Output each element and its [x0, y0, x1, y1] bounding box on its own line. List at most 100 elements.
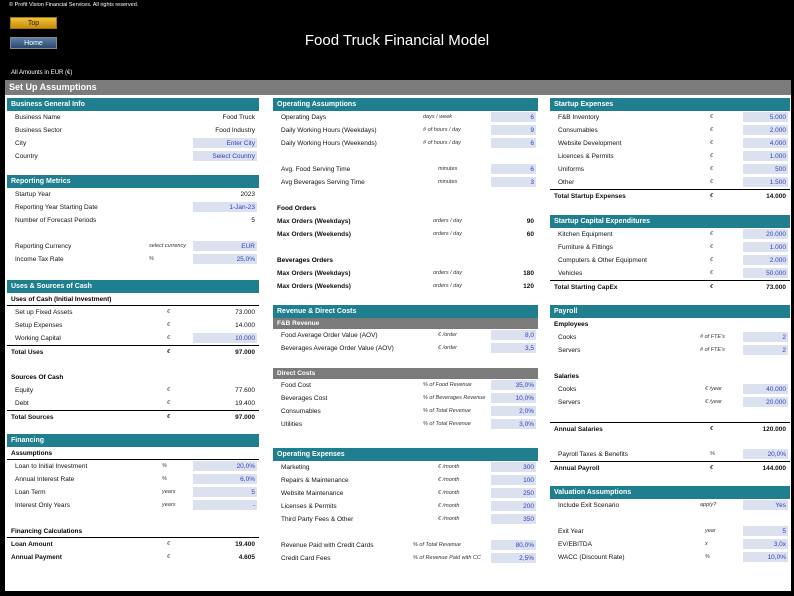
input-website-development[interactable]: 4.000: [743, 138, 788, 149]
unit-beverages-average-order-value-aov: € /order: [438, 345, 457, 351]
row-other: Other €1.500: [550, 176, 790, 189]
input-furniture-fittings[interactable]: 1.000: [743, 242, 788, 253]
input-revenue-paid-with-credit-cards[interactable]: 80,0%: [491, 540, 536, 551]
input-exit-year[interactable]: 5: [743, 526, 788, 537]
revenue-direct-costs-panel: Revenue & Direct Costs F&B Revenue Food …: [273, 305, 538, 431]
input-daily-working-hours-weekends[interactable]: 6: [491, 138, 536, 149]
label-loan-term: Loan Term: [15, 489, 46, 496]
input-annual-interest-rate[interactable]: 6,0%: [193, 474, 257, 485]
input-kitchen-equipment[interactable]: 20.000: [743, 229, 788, 240]
row-food-cost: Food Cost % of Food Revenue 35,0%: [273, 379, 538, 392]
label-wacc-discount-rate: WACC (Discount Rate): [558, 554, 625, 561]
label-annual-salaries: Annual Salaries: [554, 426, 603, 433]
row-total-starting-capex: Total Starting CapEx €73.000: [550, 280, 790, 293]
input-reporting-currency[interactable]: EUR: [193, 241, 257, 252]
label-marketing: Marketing: [281, 464, 310, 471]
label-ev-ebitda: EV/EBITDA: [558, 541, 592, 548]
input-utilities[interactable]: 3,0%: [491, 419, 536, 430]
value-startup-year: 2023: [240, 191, 255, 198]
financing-header: Financing: [7, 434, 259, 447]
input-food-cost[interactable]: 35,0%: [491, 380, 536, 391]
input-daily-working-hours-weekdays[interactable]: 9: [491, 125, 536, 136]
row-max-orders-weekends: Max Orders (Weekends) orders / day 120: [273, 280, 538, 293]
input-other[interactable]: 1.500: [743, 177, 788, 188]
label-food-cost: Food Cost: [281, 382, 311, 389]
sources-title: Sources Of Cash: [11, 374, 64, 381]
input-city[interactable]: Enter City: [193, 138, 257, 149]
input-cooks[interactable]: 2: [743, 332, 788, 343]
input-country[interactable]: Select Country: [193, 151, 257, 162]
unit-max-orders-weekends: orders / day: [433, 231, 463, 237]
row-max-orders-weekdays: Max Orders (Weekdays) orders / day 90: [273, 215, 538, 228]
input-beverages-average-order-value-aov[interactable]: 3,5: [491, 343, 536, 354]
input-operating-days[interactable]: 6: [491, 112, 536, 123]
input-servers[interactable]: 2: [743, 345, 788, 356]
label-utilities: Utilities: [281, 421, 302, 428]
input-reporting-year-starting-date[interactable]: 1-Jan-23: [193, 202, 257, 213]
row-set-up-fixed-assets: Set up Fixed Assets €73.000: [7, 306, 259, 319]
row-loan-amount: Loan Amount €19.400: [7, 538, 259, 551]
unit-set-up-fixed-assets: €: [167, 309, 171, 315]
row-website-maintenance: Website Maintenance € /month 250: [273, 487, 538, 500]
top-button[interactable]: Top: [10, 17, 57, 29]
input-repairs-maintenance[interactable]: 100: [491, 475, 536, 486]
input-licences-permits[interactable]: 1.000: [743, 151, 788, 162]
row-cooks: Cooks # of FTE's 2: [550, 331, 790, 344]
input-cooks[interactable]: 40.000: [743, 384, 788, 395]
label-daily-working-hours-weekdays: Daily Working Hours (Weekdays): [281, 127, 377, 134]
input-income-tax-rate[interactable]: 25,0%: [193, 254, 257, 265]
operating-assumptions-panel: Operating Assumptions Operating Days days…: [273, 98, 538, 293]
salaries-title: Salaries: [554, 373, 579, 380]
input-f-b-inventory[interactable]: 5.000: [743, 112, 788, 123]
input-licenses-permits[interactable]: 200: [491, 501, 536, 512]
input-consumables[interactable]: 2.000: [743, 125, 788, 136]
input-include-exit-scenario[interactable]: Yes: [743, 500, 788, 511]
input-avg-beverages-serving-time[interactable]: 3: [491, 177, 536, 188]
input-marketing[interactable]: 300: [491, 462, 536, 473]
label-total-starting-capex: Total Starting CapEx: [554, 284, 618, 291]
home-button[interactable]: Home: [10, 37, 57, 49]
input-food-average-order-value-aov[interactable]: 8,0: [491, 330, 536, 341]
row-wacc-discount-rate: WACC (Discount Rate)% 10,0%: [550, 551, 790, 564]
input-ev-ebitda[interactable]: 3,0x: [743, 539, 788, 550]
row-annual-interest-rate: Annual Interest Rate% 6,0%: [7, 473, 259, 486]
input-avg-food-serving-time[interactable]: 6: [491, 164, 536, 175]
input-credit-card-fees[interactable]: 2,5%: [491, 553, 536, 564]
row-max-orders-weekdays: Max Orders (Weekdays) orders / day 180: [273, 267, 538, 280]
input-beverages-cost[interactable]: 10,0%: [491, 393, 536, 404]
unit-operating-days: days / week: [423, 114, 453, 120]
input-loan-to-initial-investment[interactable]: 20,0%: [193, 461, 257, 472]
row-business-sector: Business Sector Food Industry: [7, 124, 259, 137]
input-consumables[interactable]: 2,0%: [491, 406, 536, 417]
input-website-maintenance[interactable]: 250: [491, 488, 536, 499]
label-total-sources: Total Sources: [11, 414, 54, 421]
unit-reporting-currency: select currency: [149, 243, 186, 249]
label-third-party-fees-other: Third Party Fees & Other: [281, 516, 354, 523]
input-payroll-taxes-benefits[interactable]: 20,0%: [743, 449, 788, 460]
input-interest-only-years[interactable]: -: [193, 500, 257, 511]
input-third-party-fees-other[interactable]: 350: [491, 514, 536, 525]
label-setup-expenses: Setup Expenses: [15, 322, 63, 329]
label-max-orders-weekdays: Max Orders (Weekdays): [277, 218, 351, 225]
label-beverages-average-order-value-aov: Beverages Average Order Value (AOV): [281, 345, 394, 352]
unit-website-development: €: [710, 140, 714, 146]
input-loan-term[interactable]: 5: [193, 487, 257, 498]
unit-uniforms: €: [710, 166, 714, 172]
row-avg-food-serving-time: Avg. Food Serving Time minutes 6: [273, 163, 538, 176]
unit-annual-payroll: €: [710, 465, 714, 471]
unit-setup-expenses: €: [167, 322, 171, 328]
input-servers[interactable]: 20.000: [743, 397, 788, 408]
input-vehicles[interactable]: 50.000: [743, 268, 788, 279]
input-wacc-discount-rate[interactable]: 10,0%: [743, 552, 788, 563]
unit-consumables: % of Total Revenue: [423, 408, 471, 414]
unit-utilities: % of Total Revenue: [423, 421, 471, 427]
label-max-orders-weekdays: Max Orders (Weekdays): [277, 270, 351, 277]
input-computers-other-equipment[interactable]: 2.000: [743, 255, 788, 266]
row-computers-other-equipment: Computers & Other Equipment €2.000: [550, 254, 790, 267]
input-working-capital[interactable]: 10.000: [193, 333, 257, 344]
input-uniforms[interactable]: 500: [743, 164, 788, 175]
food-orders-title: Food Orders: [277, 205, 317, 212]
value-business-sector: Food Industry: [215, 127, 255, 134]
unit-total-sources: €: [167, 414, 171, 420]
row-loan-term: Loan Term years 5: [7, 486, 259, 499]
